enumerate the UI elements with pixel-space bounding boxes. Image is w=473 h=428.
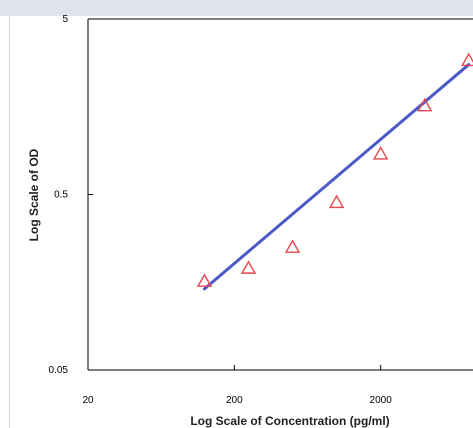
- x-tick-label: 2000: [370, 395, 393, 406]
- series-layer: [196, 52, 473, 291]
- y-ticks: 0.05 0.5 5: [49, 14, 93, 376]
- x-tick-label: 20: [82, 395, 94, 406]
- data-point-triangle: [284, 239, 301, 253]
- left-rule: [9, 16, 10, 428]
- x-ticks: 20 200 2000: [82, 365, 392, 406]
- plot-area: [88, 19, 473, 370]
- data-point-triangle: [461, 52, 473, 67]
- top-band: [0, 0, 473, 16]
- y-tick-label: 0.05: [49, 365, 69, 376]
- x-axis-title: Log Scale of Concentration (pg/ml): [190, 414, 389, 428]
- y-tick-label: 0.5: [54, 190, 68, 201]
- data-point-triangle: [372, 146, 389, 160]
- y-axis-title: Log Scale of OD: [27, 148, 41, 241]
- data-point-triangle: [240, 260, 257, 274]
- data-point-triangle: [196, 273, 213, 287]
- data-point-triangle: [328, 194, 345, 209]
- x-tick-label: 200: [226, 395, 243, 406]
- data-point-triangle: [417, 97, 433, 112]
- y-tick-label: 5: [62, 14, 68, 25]
- fit-line: [202, 63, 471, 291]
